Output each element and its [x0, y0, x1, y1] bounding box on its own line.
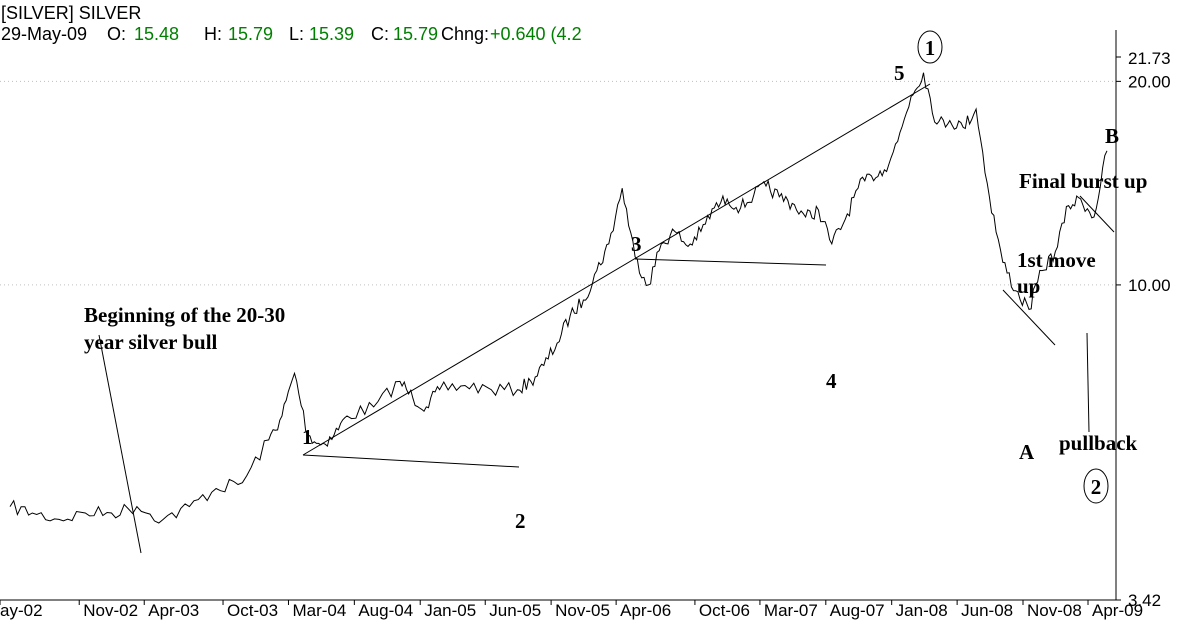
- x-tick-label: Mar-04: [292, 601, 346, 620]
- circled-wave-1-ring: [917, 30, 943, 64]
- wave-label-4: 4: [826, 369, 837, 393]
- low-value: 15.39: [309, 24, 354, 44]
- chart-header: [SILVER] SILVER 29-May-09 O: 15.48 H: 15…: [1, 3, 582, 44]
- annotation-beginning-line1: Beginning of the 20-30: [84, 303, 285, 327]
- ohlc-readout: 29-May-09 O: 15.48 H: 15.79 L: 15.39 C: …: [1, 24, 582, 44]
- y-tick-label: 21.73: [1128, 49, 1171, 68]
- pointer-final-burst: [1079, 195, 1115, 233]
- x-tick-label: Apr-06: [620, 601, 671, 620]
- pointer-first-move: [1002, 289, 1056, 346]
- x-tick-label: Mar-07: [764, 601, 818, 620]
- trend-line-wave-1: [302, 454, 520, 468]
- low-label: L:: [289, 24, 304, 44]
- annotation-first-move-line1: 1st move: [1017, 248, 1096, 272]
- annotation-beginning-line2: year silver bull: [84, 330, 218, 354]
- x-tick-label: Apr-09: [1092, 601, 1143, 620]
- change-label: Chng:: [441, 24, 489, 44]
- x-tick-label: Apr-03: [148, 601, 199, 620]
- wave-annotations: 1 2 3 4 5 A B Beginning of the 20-30 yea…: [84, 30, 1147, 533]
- annotation-first-move-line2: up: [1017, 274, 1040, 298]
- wave-label-2: 2: [515, 509, 526, 533]
- wave-label-a: A: [1019, 440, 1035, 464]
- wave-label-3: 3: [631, 232, 642, 256]
- annotation-final-burst: Final burst up: [1019, 169, 1147, 193]
- x-tick-label: Aug-07: [830, 601, 885, 620]
- close-label: C:: [371, 24, 389, 44]
- circled-wave-2: 2: [1091, 475, 1102, 499]
- symbol-title: [SILVER] SILVER: [1, 3, 141, 23]
- open-label: O:: [107, 24, 126, 44]
- high-label: H:: [204, 24, 222, 44]
- x-tick-label: Jun-05: [489, 601, 541, 620]
- circled-wave-2-ring: [1083, 468, 1109, 504]
- wave-label-1: 1: [302, 425, 313, 449]
- x-tick-label: Aug-04: [358, 601, 413, 620]
- x-tick-label: Nov-08: [1027, 601, 1082, 620]
- y-axis-ticks: 21.73 20.00 10.00 3.42: [1116, 49, 1171, 610]
- x-tick-label: Nov-02: [83, 601, 138, 620]
- x-tick-label: Nov-05: [555, 601, 610, 620]
- pointer-pullback: [1086, 332, 1090, 433]
- x-tick-label: Jan-05: [424, 601, 476, 620]
- trend-line-wave-3: [634, 258, 827, 266]
- y-tick-label: 3.42: [1128, 591, 1161, 610]
- wave-label-b: B: [1105, 124, 1119, 148]
- annotation-pullback: pullback: [1059, 431, 1138, 455]
- y-tick-label: 20.00: [1128, 72, 1171, 91]
- close-value: 15.79: [393, 24, 438, 44]
- grid-lines: [0, 80, 1116, 286]
- high-value: 15.79: [228, 24, 273, 44]
- x-tick-label: Jun-08: [961, 601, 1013, 620]
- wave-label-5: 5: [894, 61, 905, 85]
- change-value: +0.640 (4.2: [490, 24, 582, 44]
- x-tick-label: Jan-08: [896, 601, 948, 620]
- open-value: 15.48: [134, 24, 179, 44]
- y-tick-label: 10.00: [1128, 276, 1171, 295]
- pointer-beginning: [98, 334, 142, 554]
- x-axis-ticks: ay-02 Nov-02 Apr-03 Oct-03 Mar-04 Aug-04 Jan-0…: [0, 600, 1143, 620]
- circled-wave-1: 1: [925, 36, 936, 60]
- x-tick-label: Oct-06: [699, 601, 750, 620]
- trend-lines: [98, 83, 1115, 554]
- x-tick-label: Oct-03: [227, 601, 278, 620]
- price-line: [9, 72, 1108, 524]
- quote-date: 29-May-09: [1, 24, 87, 44]
- trend-line-1-to-5: [302, 83, 931, 456]
- x-tick-label: ay-02: [0, 601, 43, 620]
